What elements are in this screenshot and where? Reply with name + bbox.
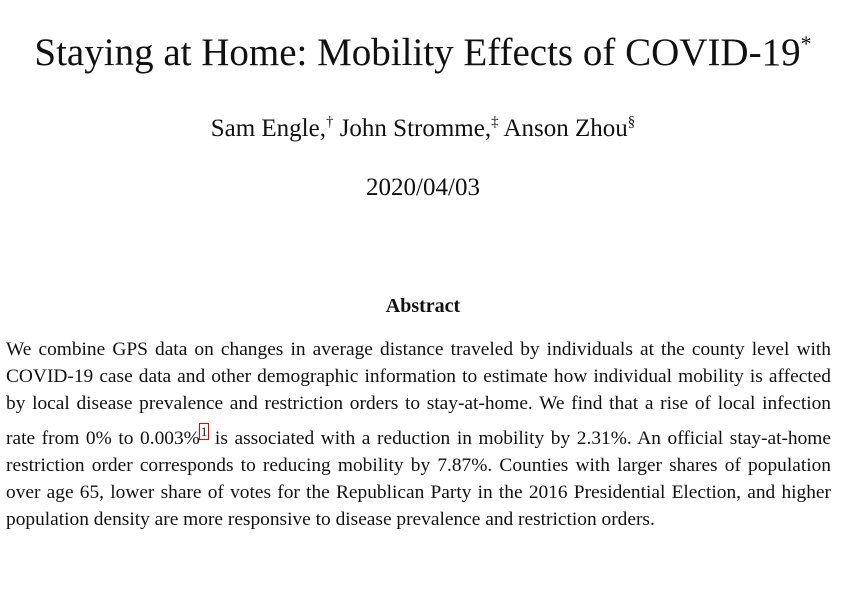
author-mark: ‡ [491,114,499,130]
author-mark: † [325,114,334,130]
paper-title: Staying at Home: Mobility Effects of COV… [0,30,846,75]
abstract-part: is associated with a reduction in mobili… [6,427,831,531]
abstract-text: We combine GPS data on changes in averag… [6,336,831,533]
author-mark: § [627,114,636,130]
author: Sam Engle, [210,115,326,142]
title-text: Staying at Home: Mobility Effects of COV… [34,31,801,74]
footnote-link[interactable]: 1 [198,422,210,440]
author: John Stromme, [339,115,492,142]
title-mark: * [800,31,812,56]
abstract-heading: Abstract [385,295,461,317]
authors: Sam Engle,† John Stromme,‡ Anson Zhou§ [0,114,846,143]
author: Anson Zhou [503,115,628,142]
abstract-part: We combine GPS data on changes in averag… [6,339,831,449]
date: 2020/04/03 [366,174,480,201]
